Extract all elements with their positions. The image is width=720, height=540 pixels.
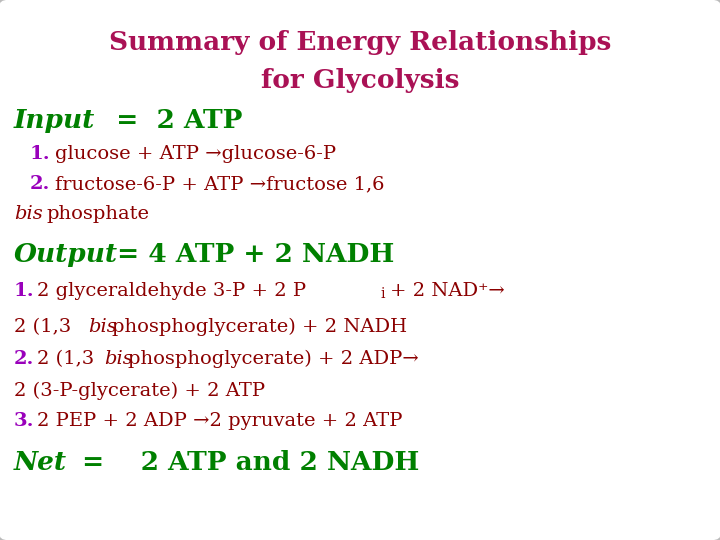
Text: 2 (1,3: 2 (1,3 xyxy=(37,350,101,368)
Text: for Glycolysis: for Glycolysis xyxy=(261,68,459,93)
Text: =  2 ATP: = 2 ATP xyxy=(98,108,243,133)
Text: phosphoglycerate) + 2 NADH: phosphoglycerate) + 2 NADH xyxy=(112,318,407,336)
Text: bis: bis xyxy=(104,350,132,368)
Text: 2.: 2. xyxy=(14,350,35,368)
Text: fructose-6-P + ATP →fructose 1,6: fructose-6-P + ATP →fructose 1,6 xyxy=(55,175,384,193)
Text: phosphoglycerate) + 2 ADP→: phosphoglycerate) + 2 ADP→ xyxy=(128,350,419,368)
Text: 3.: 3. xyxy=(14,412,35,430)
Text: Summary of Energy Relationships: Summary of Energy Relationships xyxy=(109,30,611,55)
Text: bis: bis xyxy=(14,205,42,223)
Text: Net: Net xyxy=(14,450,67,475)
Text: 2 glyceraldehyde 3-P + 2 P: 2 glyceraldehyde 3-P + 2 P xyxy=(37,282,306,300)
Text: phosphate: phosphate xyxy=(46,205,149,223)
Text: glucose + ATP →glucose-6-P: glucose + ATP →glucose-6-P xyxy=(55,145,336,163)
Text: Input: Input xyxy=(14,108,95,133)
Text: 1.: 1. xyxy=(30,145,50,163)
Text: Output: Output xyxy=(14,242,118,267)
Text: 2.: 2. xyxy=(30,175,50,193)
Text: 2 (3-P-glycerate) + 2 ATP: 2 (3-P-glycerate) + 2 ATP xyxy=(14,382,265,400)
Text: 2 (1,3: 2 (1,3 xyxy=(14,318,78,336)
Text: i: i xyxy=(380,287,384,301)
Text: + 2 NAD⁺→: + 2 NAD⁺→ xyxy=(390,282,505,300)
Text: =    2 ATP and 2 NADH: = 2 ATP and 2 NADH xyxy=(73,450,419,475)
Text: = 4 ATP + 2 NADH: = 4 ATP + 2 NADH xyxy=(108,242,395,267)
Text: 2 PEP + 2 ADP →2 pyruvate + 2 ATP: 2 PEP + 2 ADP →2 pyruvate + 2 ATP xyxy=(37,412,402,430)
Text: 1.: 1. xyxy=(14,282,35,300)
Text: bis: bis xyxy=(88,318,117,336)
